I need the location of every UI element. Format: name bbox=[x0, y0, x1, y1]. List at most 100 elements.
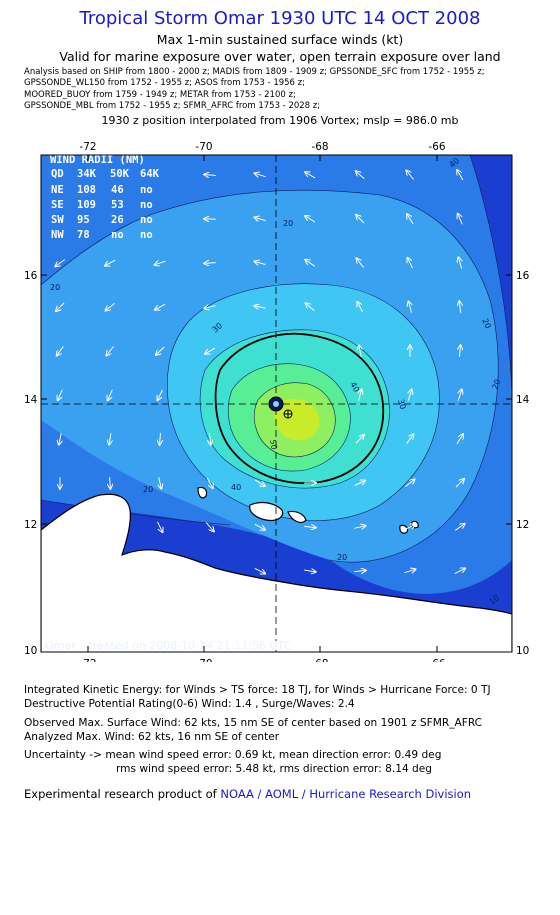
wind-arrow-icon bbox=[155, 303, 166, 310]
analysis-line: GPSSONDE_MBL from 1752 - 1955 z; SFMR_AF… bbox=[24, 101, 321, 112]
axis-ticks bbox=[41, 155, 512, 652]
wind-arrow-icon bbox=[404, 569, 416, 572]
wind-radii-value: no bbox=[111, 229, 124, 241]
wind-arrow-icon bbox=[109, 433, 111, 444]
lat-tick-label: 10 bbox=[516, 645, 529, 657]
wind-radii-value: 78 bbox=[77, 229, 90, 241]
wind-arrow-icon bbox=[458, 390, 462, 401]
analysis-line: MOORED_BUOY from 1759 - 1949 z; METAR fr… bbox=[24, 89, 296, 100]
contour-lines bbox=[41, 155, 512, 563]
hrd-link[interactable]: NOAA / AOML / Hurricane Research Divisio… bbox=[220, 787, 472, 801]
uncertainty-mean: Uncertainty -> mean wind speed error: 0.… bbox=[24, 749, 442, 761]
wind-radii-value: 109 bbox=[77, 199, 96, 211]
wind-arrow-icon bbox=[458, 257, 461, 269]
contour-label: 50 bbox=[268, 439, 279, 451]
contour-label: 20 bbox=[283, 219, 293, 228]
wind-arrow-icon bbox=[205, 611, 215, 618]
lon-tick-label: -66 bbox=[428, 658, 445, 662]
analysis-line: GPSSONDE_WL150 from 1752 - 1955 z; ASOS … bbox=[24, 78, 305, 89]
wind-field-map: 20 20 20 20 20 30 30 40 40 50 20 10 40 W… bbox=[24, 141, 530, 662]
wind-arrow-icon bbox=[455, 524, 464, 531]
longitude-labels: -72 -70 -68 -66 -72 -70 -68 -66 bbox=[79, 141, 445, 662]
contour-label: 20 bbox=[480, 317, 492, 330]
analysis-line: Analysis based on SHIP from 1800 - 2000 … bbox=[24, 67, 485, 77]
wind-arrow-icon bbox=[209, 433, 210, 445]
wind-arrow-icon bbox=[354, 570, 366, 571]
wind-arrow-icon bbox=[58, 565, 61, 576]
south-america-coast bbox=[41, 493, 512, 652]
wind-radii-value: 53 bbox=[111, 199, 124, 211]
contour-label: 40 bbox=[348, 381, 361, 394]
wind-arrow-icon bbox=[354, 481, 365, 486]
map-subtitle-validity: Valid for marine exposure over water, op… bbox=[59, 49, 501, 64]
analysis-sources: Analysis based on SHIP from 1800 - 2000 … bbox=[24, 67, 554, 113]
lat-tick-label: 14 bbox=[24, 394, 38, 406]
wind-arrow-icon bbox=[404, 614, 415, 616]
product-prefix: Experimental research product of bbox=[24, 787, 217, 801]
wind-arrow-icon bbox=[204, 306, 216, 309]
island bbox=[399, 524, 409, 534]
map-frame bbox=[40, 154, 513, 653]
wind-arrow-icon bbox=[406, 434, 414, 444]
wind-arrow-icon bbox=[155, 261, 166, 265]
ike-text: Integrated Kinetic Energy: for Winds > T… bbox=[24, 684, 491, 696]
wind-arrow-icon bbox=[254, 306, 266, 308]
wind-arrow-icon bbox=[57, 346, 64, 355]
position-note: 1930 z position interpolated from 1906 V… bbox=[101, 114, 459, 127]
wind-arrow-icon bbox=[304, 526, 316, 527]
wind-arrow-icon bbox=[457, 170, 464, 181]
wind-radii-quadrant: SW bbox=[51, 214, 64, 226]
wind-arrow-icon bbox=[356, 215, 365, 224]
land-masses bbox=[41, 486, 512, 652]
wind-radii-value: 108 bbox=[77, 184, 96, 196]
contour-label: 40 bbox=[231, 483, 241, 492]
wind-arrow-icon bbox=[355, 435, 364, 444]
lat-tick-label: 14 bbox=[516, 394, 530, 406]
wind-contours bbox=[41, 155, 512, 652]
contour-label: 20 bbox=[337, 553, 347, 562]
wind-arrow-icon bbox=[255, 173, 266, 176]
uncertainty-rms: rms wind speed error: 5.48 kt, rms direc… bbox=[116, 763, 433, 775]
wind-radii-value: no bbox=[140, 214, 153, 226]
lon-tick-label: -68 bbox=[311, 141, 328, 153]
wind-arrow-icon bbox=[156, 346, 165, 355]
latitude-labels: 16 14 12 10 16 14 12 10 bbox=[24, 270, 530, 657]
wind-arrow-icon bbox=[357, 302, 364, 313]
aruba-island bbox=[197, 486, 208, 499]
contour-label-group: 20 20 20 20 20 30 30 40 40 50 20 10 40 bbox=[50, 156, 502, 606]
wind-arrow-icon bbox=[404, 524, 415, 531]
contour-label: 20 bbox=[143, 485, 153, 494]
wind-arrow-icon bbox=[58, 389, 63, 401]
wind-arrow-icon bbox=[204, 175, 216, 176]
wind-arrow-icon bbox=[354, 526, 365, 529]
max-wind-section: Observed Max. Surface Wind: 62 kts, 15 n… bbox=[24, 716, 482, 744]
uncertainty-section: Uncertainty -> mean wind speed error: 0.… bbox=[24, 748, 441, 776]
wind-radii-value: 95 bbox=[77, 214, 90, 226]
observed-max-wind: Observed Max. Surface Wind: 62 kts, 15 n… bbox=[24, 717, 483, 729]
wind-arrow-icon bbox=[110, 477, 111, 489]
wind-radii-header-qd: QD bbox=[51, 168, 64, 180]
lat-tick-label: 12 bbox=[24, 519, 37, 531]
wind-radii-title: WIND RADII (NM) bbox=[50, 154, 145, 166]
wind-arrow-icon bbox=[205, 347, 216, 354]
wind-arrow-icon bbox=[254, 523, 265, 530]
wind-arrow-icon bbox=[456, 434, 463, 445]
map-title: Tropical Storm Omar 1930 UTC 14 OCT 2008 bbox=[79, 8, 481, 29]
wind-radii-value: no bbox=[140, 184, 153, 196]
wind-arrow-icon bbox=[406, 171, 414, 180]
wind-arrow-icon bbox=[158, 389, 163, 400]
wind-radii-value: 46 bbox=[111, 184, 124, 196]
wind-radii-table: WIND RADII (NM) QD 34K 50K 64K NE 108 46… bbox=[50, 154, 160, 241]
lon-tick-label: -70 bbox=[195, 658, 212, 662]
wind-arrow-icon bbox=[57, 609, 63, 621]
wind-vectors bbox=[55, 170, 465, 620]
wind-radii-header-64k: 64K bbox=[140, 168, 160, 180]
wind-arrow-icon bbox=[405, 479, 414, 487]
wind-arrow-icon bbox=[254, 479, 265, 486]
wind-arrow-icon bbox=[156, 565, 163, 576]
wind-radii-quadrant: SE bbox=[51, 199, 64, 211]
wind-arrow-icon bbox=[356, 171, 365, 180]
wind-arrow-icon bbox=[205, 566, 215, 575]
wind-arrow-icon bbox=[409, 301, 412, 313]
wind-band-max bbox=[274, 398, 320, 441]
